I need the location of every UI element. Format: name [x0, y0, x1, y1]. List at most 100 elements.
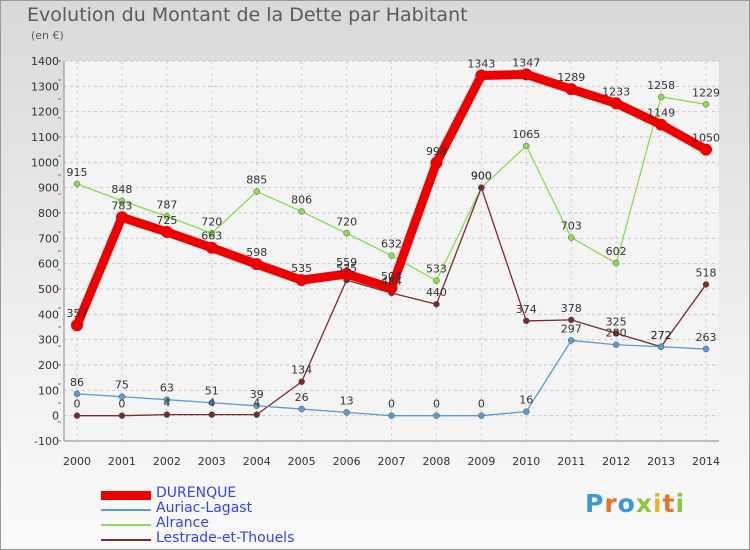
- y-tick-label: 200: [38, 359, 59, 372]
- data-label: 535: [291, 262, 312, 275]
- data-label: 0: [433, 398, 440, 411]
- data-label: 440: [426, 286, 447, 299]
- data-point: [205, 241, 218, 254]
- y-tick-label: 400: [38, 308, 59, 321]
- x-tick-label: 2002: [153, 455, 181, 468]
- data-point: [71, 319, 83, 332]
- data-point: [567, 316, 575, 324]
- data-label: 1050: [692, 132, 720, 145]
- data-label: 848: [111, 183, 132, 196]
- data-point: [433, 412, 440, 419]
- x-tick-label: 2003: [198, 455, 226, 468]
- data-point: [612, 330, 620, 337]
- data-label: 998: [426, 145, 447, 158]
- data-label: 0: [74, 398, 81, 411]
- data-point: [163, 396, 171, 403]
- data-point: [208, 230, 216, 237]
- data-point: [118, 412, 126, 419]
- y-tick-label: 500: [38, 283, 59, 296]
- data-point: [388, 252, 395, 259]
- data-label: 915: [67, 166, 88, 179]
- y-tick-label: 1400: [31, 55, 59, 68]
- data-point: [163, 411, 171, 418]
- logo-letter: i: [653, 489, 663, 518]
- legend-swatch: [101, 509, 151, 511]
- data-point: [208, 399, 216, 406]
- data-label: 900: [471, 170, 492, 183]
- data-label: 39: [250, 388, 264, 401]
- chart-unit: (en €): [31, 29, 64, 42]
- x-tick-label: 2006: [333, 455, 361, 468]
- y-tick-label: 600: [38, 258, 59, 271]
- data-point: [298, 208, 305, 215]
- data-point: [567, 337, 575, 344]
- data-point: [343, 230, 350, 237]
- data-point: [73, 180, 81, 188]
- legend: DURENQUE Auriac-Lagast Alrance Lestrade-et-…: [101, 485, 361, 547]
- data-point: [612, 259, 620, 267]
- x-tick-label: 2014: [692, 455, 720, 468]
- y-tick-label: 800: [38, 207, 59, 220]
- y-tick-label: 700: [38, 232, 59, 245]
- x-tick-label: 2001: [108, 455, 136, 468]
- data-label: 63: [160, 382, 174, 395]
- data-label: 263: [696, 331, 717, 344]
- x-tick-label: 2013: [647, 455, 675, 468]
- data-label: 787: [156, 198, 177, 211]
- logo-letter: x: [635, 489, 653, 518]
- data-point: [208, 411, 216, 418]
- data-point: [250, 258, 263, 271]
- y-tick-label: 1300: [31, 80, 59, 93]
- data-point: [475, 69, 488, 82]
- data-label: 0: [388, 398, 395, 411]
- legend-label: Alrance: [156, 515, 209, 531]
- data-point: [343, 409, 350, 416]
- data-label: 725: [156, 214, 177, 227]
- data-point: [523, 408, 530, 415]
- data-point: [73, 390, 81, 398]
- data-point: [385, 281, 398, 294]
- x-tick-label: 2004: [243, 455, 271, 468]
- logo-letter: P: [585, 489, 605, 518]
- data-point: [253, 402, 260, 410]
- y-tick-label: 900: [38, 182, 59, 195]
- data-label: 533: [426, 263, 447, 276]
- x-tick-label: 2012: [602, 455, 630, 468]
- data-point: [160, 226, 173, 238]
- data-label: 51: [205, 385, 219, 398]
- data-label: 783: [111, 199, 132, 212]
- data-label: 134: [291, 364, 312, 377]
- data-point: [298, 405, 305, 413]
- data-label: 703: [561, 220, 582, 233]
- data-label: 1258: [647, 79, 675, 92]
- proxiti-logo: Proxiti: [585, 489, 685, 518]
- data-label: 1149: [647, 107, 675, 120]
- legend-item: Lestrade-et-Thouels: [101, 530, 361, 547]
- data-label: 26: [295, 391, 309, 404]
- x-tick-label: 2007: [378, 455, 406, 468]
- logo-letter: t: [662, 489, 676, 518]
- data-label: 1229: [692, 86, 720, 99]
- data-point: [655, 118, 668, 131]
- data-point: [118, 393, 126, 400]
- data-label: 504: [381, 270, 402, 283]
- logo-letter: i: [675, 489, 686, 518]
- data-point: [657, 93, 665, 101]
- x-tick-label: 2010: [512, 455, 540, 468]
- data-label: 0: [478, 398, 485, 411]
- data-label: 75: [115, 379, 129, 392]
- data-point: [702, 345, 710, 353]
- data-point: [702, 281, 710, 288]
- x-tick-label: 2009: [467, 455, 495, 468]
- y-tick-label: 1000: [31, 156, 59, 169]
- data-label: 1343: [467, 57, 495, 70]
- data-label: 518: [696, 266, 717, 279]
- y-tick-label: 0: [52, 410, 59, 423]
- data-label: 297: [561, 322, 582, 335]
- data-point: [253, 411, 260, 418]
- data-label: 357: [67, 307, 88, 320]
- data-point: [567, 234, 575, 241]
- legend-swatch: [101, 539, 151, 541]
- logo-letter: r: [604, 489, 618, 518]
- x-tick-label: 2000: [63, 455, 91, 468]
